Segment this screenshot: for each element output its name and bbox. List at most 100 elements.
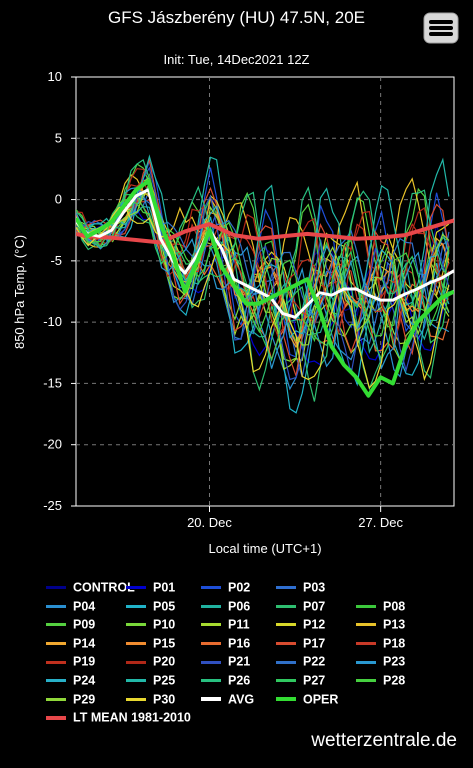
legend-label: P24 (73, 673, 96, 688)
legend-label: P18 (383, 636, 406, 651)
legend-swatch (201, 697, 221, 702)
legend-swatch (201, 586, 221, 590)
legend-item[interactable]: LT MEAN 1981-2010 (46, 710, 191, 726)
legend-swatch (356, 623, 376, 627)
hamburger-menu-icon[interactable] (423, 12, 459, 44)
legend-label: P28 (383, 673, 406, 688)
legend-label: P05 (153, 599, 176, 614)
chart-title: GFS Jászberény (HU) 47.5N, 20E (108, 8, 365, 27)
legend-item[interactable]: P28 (356, 673, 405, 689)
legend-item[interactable]: P18 (356, 636, 405, 652)
source-credit: wetterzentrale.de (311, 730, 457, 751)
legend-item[interactable]: P15 (126, 636, 175, 652)
legend-item[interactable]: P24 (46, 673, 95, 689)
legend-label: P23 (383, 655, 406, 670)
legend-label: P04 (73, 599, 96, 614)
series-line-lt-mean-1981-2010 (76, 218, 454, 245)
legend-swatch (126, 642, 146, 645)
legend-label: P11 (228, 617, 250, 632)
legend-item[interactable]: P19 (46, 654, 95, 670)
legend-item[interactable]: P08 (356, 599, 405, 615)
y-axis-ticks: 10 5 0 -5 -10 -15 -20 -25 (43, 69, 76, 513)
legend-label: P13 (383, 617, 406, 632)
legend-item[interactable]: P17 (276, 636, 325, 652)
legend-item[interactable]: P06 (201, 599, 250, 615)
y-tick-label: -5 (50, 253, 62, 268)
legend-item[interactable]: P09 (46, 617, 95, 633)
legend-swatch (126, 623, 146, 627)
legend-item[interactable]: P16 (201, 636, 250, 652)
legend-item[interactable]: P12 (276, 617, 325, 633)
legend-label: OPER (303, 692, 339, 707)
legend-label: CONTROL (73, 580, 135, 595)
legend-label: P12 (303, 617, 326, 632)
legend-item[interactable]: P21 (201, 654, 250, 670)
legend-swatch (276, 660, 296, 664)
legend-label: P02 (228, 580, 251, 595)
legend-label: P27 (303, 673, 326, 688)
x-tick-label: 20. Dec (187, 515, 232, 530)
legend-swatch (201, 642, 221, 645)
legend-item[interactable]: CONTROL (46, 580, 135, 596)
series-line-p30 (76, 205, 450, 390)
legend-label: P01 (153, 580, 176, 595)
legend-swatch (276, 697, 296, 702)
legend-item[interactable]: P30 (126, 692, 175, 708)
legend-item[interactable]: P25 (126, 673, 175, 689)
legend-item[interactable]: P03 (276, 580, 325, 596)
legend-item[interactable]: P10 (126, 617, 175, 633)
y-tick-label: 5 (55, 130, 62, 145)
legend-item[interactable]: OPER (276, 692, 338, 708)
series-line-p27 (76, 193, 450, 362)
y-tick-label: 0 (55, 192, 62, 207)
legend-item[interactable]: P02 (201, 580, 250, 596)
x-axis-label: Local time (UTC+1) (208, 541, 321, 556)
legend-swatch (46, 642, 66, 645)
legend-item[interactable]: P14 (46, 636, 95, 652)
legend-swatch (126, 586, 146, 590)
legend-item[interactable]: P20 (126, 654, 175, 670)
legend-swatch (356, 642, 376, 645)
legend-label: P22 (303, 655, 326, 670)
legend-label: P03 (303, 580, 326, 595)
legend-swatch (201, 679, 221, 683)
series-line-avg (76, 188, 454, 319)
y-axis-label: 850 hPa Temp. (°C) (12, 235, 27, 349)
legend-label: P21 (228, 655, 251, 670)
legend-swatch (126, 697, 146, 701)
chart-plot: 10 5 0 -5 -10 -15 -20 -25 20. Dec 27. Dec 850 hP… (12, 69, 455, 556)
series-line-p26 (76, 158, 450, 323)
legend-item[interactable]: P26 (201, 673, 250, 689)
legend-swatch (276, 586, 296, 590)
legend-item[interactable]: P04 (46, 599, 95, 615)
legend-item[interactable]: P27 (276, 673, 325, 689)
chart-subtitle: Init: Tue, 14Dec2021 12Z (163, 52, 310, 67)
legend-item[interactable]: P23 (356, 654, 405, 670)
main-series-lines (76, 179, 454, 398)
legend-swatch (126, 660, 146, 664)
series-line-p03 (76, 187, 450, 378)
legend-label: P25 (153, 673, 176, 688)
legend-item[interactable]: P11 (201, 617, 250, 633)
legend-swatch (276, 623, 296, 627)
legend-swatch (201, 660, 221, 664)
y-tick-label: -25 (43, 498, 62, 513)
series-line-p29 (76, 185, 450, 346)
legend-label: P19 (73, 655, 96, 670)
legend-item[interactable]: P13 (356, 617, 405, 633)
legend-item[interactable]: P05 (126, 599, 175, 615)
legend-item[interactable]: AVG (201, 692, 254, 708)
y-tick-label: -15 (43, 375, 62, 390)
legend-swatch (46, 604, 66, 608)
legend-item[interactable]: P01 (126, 580, 175, 596)
legend-swatch (46, 660, 66, 664)
legend-item[interactable]: P29 (46, 692, 95, 708)
legend-label: LT MEAN 1981-2010 (73, 710, 191, 725)
legend-swatch (356, 604, 376, 608)
legend-label: P29 (73, 692, 96, 707)
legend-swatch (46, 679, 66, 683)
legend-label: P14 (73, 636, 96, 651)
legend-item[interactable]: P07 (276, 599, 325, 615)
legend-label: P16 (228, 636, 251, 651)
legend-item[interactable]: P22 (276, 654, 325, 670)
